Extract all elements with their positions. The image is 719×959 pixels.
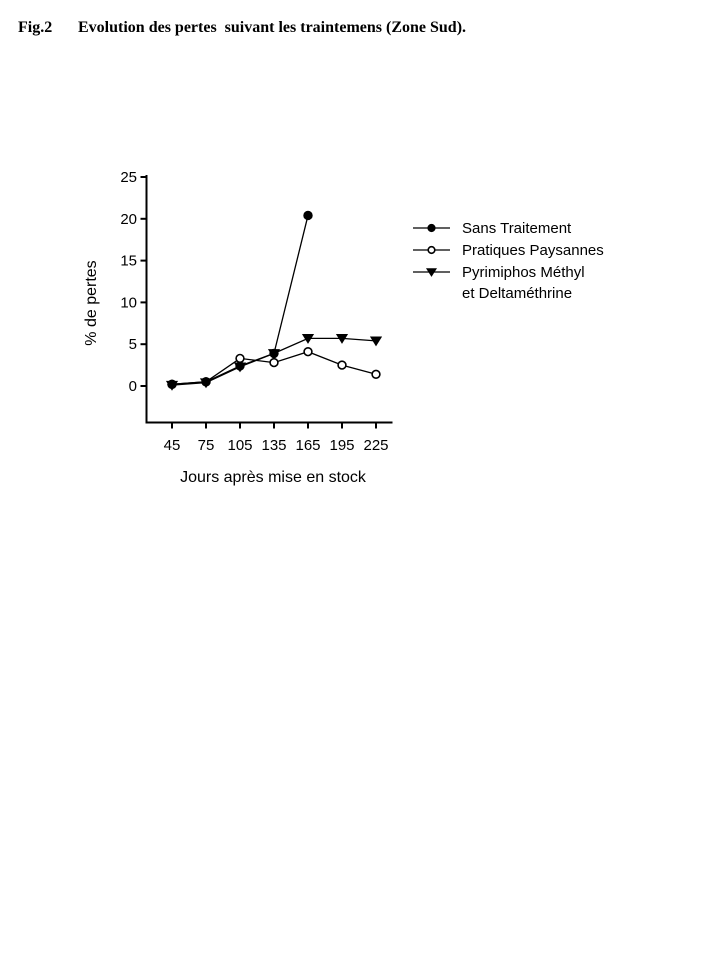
legend-label: Pratiques Paysannes	[462, 242, 604, 259]
legend-label: et Deltaméthrine	[462, 285, 572, 302]
open-circle-marker	[337, 360, 347, 370]
filled-triangle-down-marker	[267, 349, 281, 359]
y-tick-label: 25	[120, 169, 137, 186]
figure-title: Evolution des pertes suivant les trainte…	[78, 19, 467, 36]
x-tick-label: 105	[227, 437, 252, 454]
open-circle-marker	[235, 353, 245, 364]
y-tick-label: 5	[129, 336, 137, 353]
filled-triangle-down-marker	[301, 334, 315, 344]
open-circle-marker	[427, 245, 436, 255]
filled-circle-marker	[303, 210, 313, 221]
axes-frame	[145, 175, 393, 424]
x-tick-label: 135	[261, 437, 286, 454]
filled-triangle-down-marker	[199, 378, 213, 389]
y-tick-label: 0	[129, 378, 137, 395]
x-tick-label: 165	[295, 437, 320, 454]
x-tick-label: 195	[329, 437, 354, 454]
y-axis-label: % de pertes	[83, 260, 100, 345]
filled-triangle-down-marker	[165, 380, 179, 391]
x-axis-label: Jours après mise en stock	[180, 469, 367, 486]
x-tick-label: 45	[164, 437, 181, 454]
filled-triangle-down-marker	[369, 336, 383, 347]
filled-triangle-down-marker	[425, 268, 438, 277]
legend-label: Pyrimiphos Méthyl	[462, 264, 585, 281]
filled-triangle-down-marker	[233, 362, 247, 373]
legend-label: Sans Traitement	[462, 220, 572, 237]
x-tick-label: 75	[198, 437, 215, 454]
open-circle-marker	[371, 369, 381, 379]
figure-number: Fig.2	[18, 19, 53, 36]
open-circle-marker	[269, 357, 279, 368]
y-tick-label: 15	[120, 253, 137, 270]
y-tick-label: 10	[120, 294, 137, 311]
filled-circle-marker	[427, 223, 436, 233]
x-tick-label: 225	[363, 437, 388, 454]
y-tick-label: 20	[120, 211, 137, 228]
line-chart: 0 5 10 15 20 25 45 75 105 135 165 195 225 % de pertes…	[83, 169, 604, 486]
figure-caption: Fig.2 Evolution des pertes suivant les t…	[0, 0, 719, 40]
filled-triangle-down-marker	[335, 334, 349, 344]
open-circle-marker	[303, 347, 313, 357]
